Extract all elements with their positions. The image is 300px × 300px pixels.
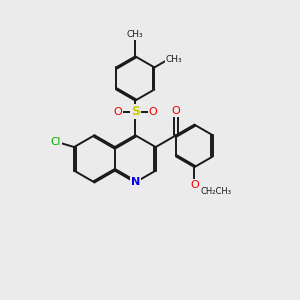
Text: Cl: Cl xyxy=(51,136,61,147)
Text: CH₃: CH₃ xyxy=(165,55,182,64)
Text: O: O xyxy=(190,180,199,190)
Text: O: O xyxy=(113,107,122,117)
Text: O: O xyxy=(172,106,181,116)
Text: S: S xyxy=(131,105,140,118)
Text: CH₂CH₃: CH₂CH₃ xyxy=(200,187,231,196)
Text: N: N xyxy=(131,177,140,188)
Text: O: O xyxy=(148,107,157,117)
Text: CH₃: CH₃ xyxy=(127,30,144,39)
